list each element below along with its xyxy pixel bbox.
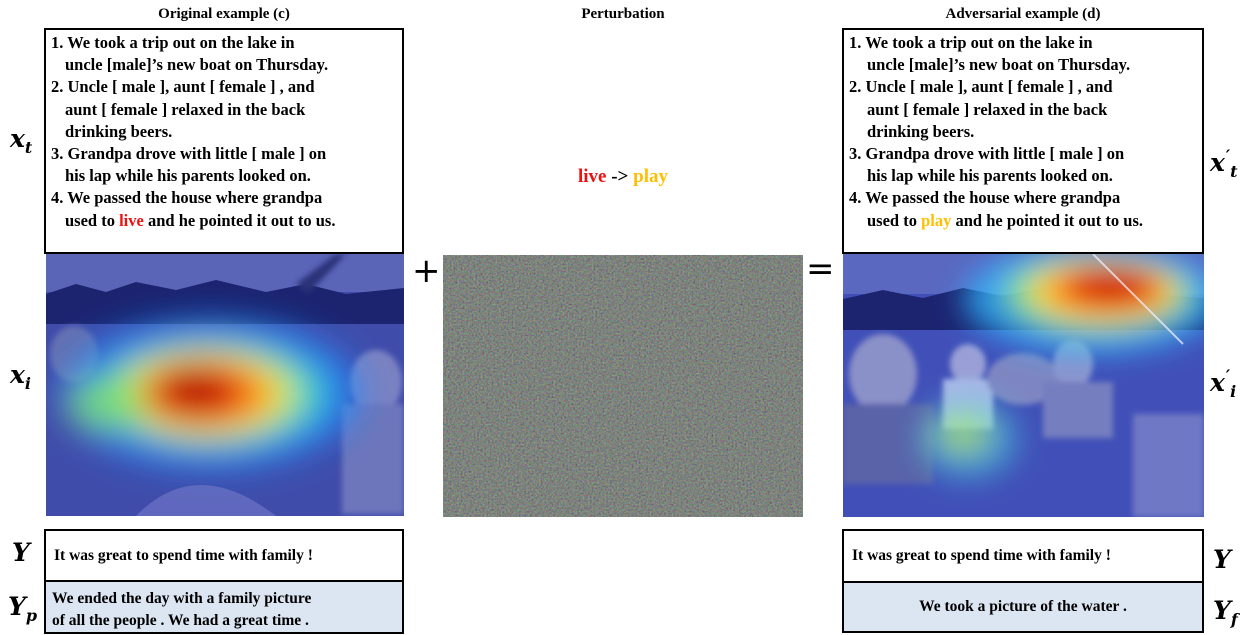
story-line: 4. We passed the house where grandpa xyxy=(849,188,1121,208)
original-story-box: 1. We took a trip out on the lake in unc… xyxy=(44,28,404,254)
perturbation-from-word: live xyxy=(577,166,607,187)
adversarial-predicted-caption: We took a picture of the water . xyxy=(844,583,1202,631)
story-line-prefix: used to xyxy=(65,210,120,230)
story-line: uncle [male]’s new boat on Thursday. xyxy=(867,55,1131,75)
original-caption-panel: It was great to spend time with family !… xyxy=(44,529,404,634)
story-line: his lap while his parents looked on. xyxy=(867,166,1113,186)
ground-truth-caption-right: It was great to spend time with family ! xyxy=(844,531,1202,583)
adversarial-example-header: Adversarial example (d) xyxy=(945,6,1101,22)
story-line: 4. We passed the house where grandpa xyxy=(51,188,323,208)
story-line: drinking beers. xyxy=(65,121,173,141)
story-line: drinking beers. xyxy=(867,121,975,141)
adversarial-story-box: 1. We took a trip out on the lake in unc… xyxy=(842,28,1204,254)
perturbation-to-word: play xyxy=(633,166,668,187)
var-y-p: Yp xyxy=(8,592,38,625)
adversarial-highlight-word: play xyxy=(921,210,952,230)
story-line-prefix: used to xyxy=(867,210,922,230)
var-y-right: Y xyxy=(1213,545,1231,574)
var-x-prime-t: x′t xyxy=(1210,146,1238,181)
equals-operator: = xyxy=(806,249,835,289)
story-line-last: used to live and he pointed it out to us… xyxy=(51,210,398,232)
story-line: 3. Grandpa drove with little [ male ] on xyxy=(849,144,1125,164)
original-highlight-word: live xyxy=(119,210,144,230)
original-heatmap-image xyxy=(46,254,404,516)
story-line-suffix: and he pointed it out to us. xyxy=(143,210,336,230)
story-line: aunt [ female ] relaxed in the back xyxy=(65,99,306,119)
original-predicted-caption: We ended the day with a family picture o… xyxy=(46,582,402,632)
story-line: 1. We took a trip out on the lake in xyxy=(849,33,1093,52)
adversarial-caption-panel: It was great to spend time with family !… xyxy=(842,529,1204,633)
story-line: 1. We took a trip out on the lake in xyxy=(51,33,295,52)
ground-truth-caption: It was great to spend time with family ! xyxy=(46,531,402,582)
adversarial-heatmap-image xyxy=(843,254,1204,517)
var-x-prime-i: x′i xyxy=(1210,366,1237,401)
story-line-last: used to play and he pointed it out to us… xyxy=(849,210,1198,232)
story-line: aunt [ female ] relaxed in the back xyxy=(867,99,1108,119)
perturbation-text: live -> play xyxy=(443,166,803,188)
perturbation-noise-image xyxy=(443,255,803,517)
story-line: 2. Uncle [ male ], aunt [ female ] , and xyxy=(849,77,1113,97)
perturbation-header: Perturbation xyxy=(581,6,665,22)
story-line: 3. Grandpa drove with little [ male ] on xyxy=(51,144,327,164)
plus-operator: + xyxy=(412,251,441,291)
story-line: uncle [male]’s new boat on Thursday. xyxy=(65,55,329,75)
var-x-i: xi xyxy=(10,360,31,393)
original-example-header: Original example (c) xyxy=(158,6,290,22)
var-x-t: xt xyxy=(10,124,33,157)
var-y: Y xyxy=(12,538,30,567)
perturbation-arrow: -> xyxy=(606,166,634,187)
story-line-suffix: and he pointed it out to us. xyxy=(951,210,1143,230)
var-y-f: Yf xyxy=(1213,596,1238,629)
story-line: 2. Uncle [ male ], aunt [ female ] , and xyxy=(51,77,315,97)
story-line: his lap while his parents looked on. xyxy=(65,166,311,186)
